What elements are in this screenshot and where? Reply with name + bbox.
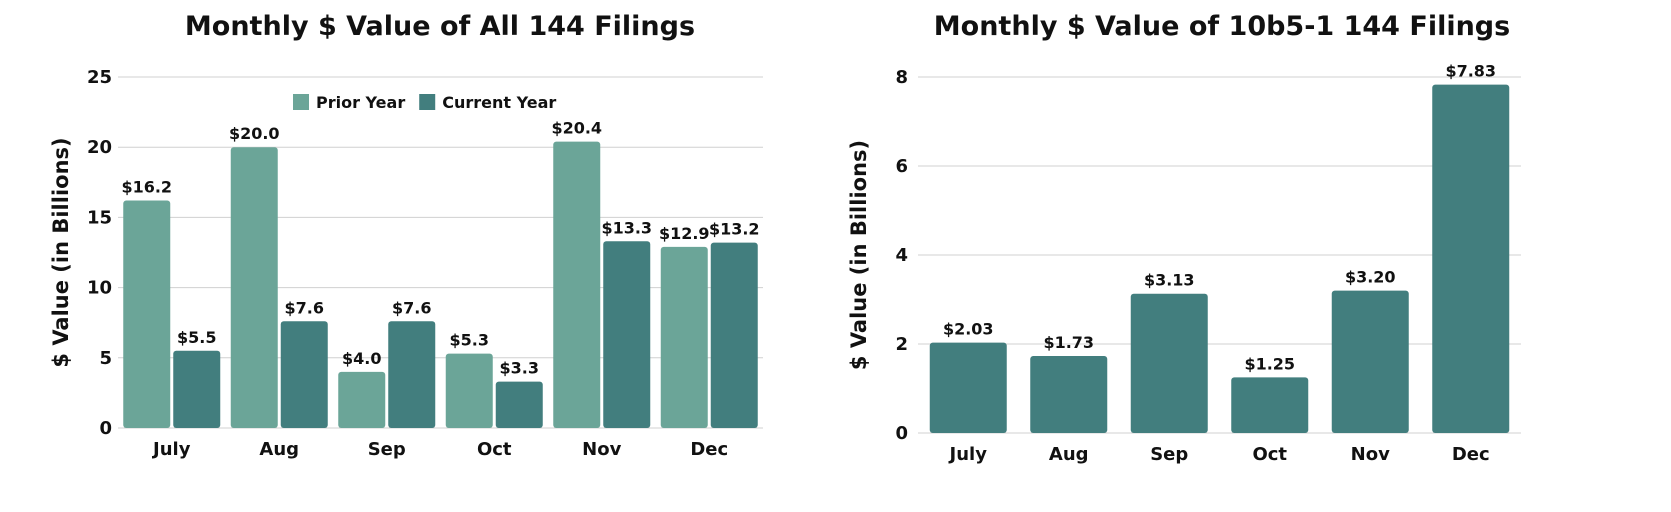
data-label: $3.13 (1144, 271, 1195, 290)
data-label: $16.2 (121, 178, 172, 197)
x-tick-label: Aug (1049, 444, 1089, 465)
data-label: $13.2 (709, 220, 760, 239)
y-tick-label: 10 (87, 278, 112, 299)
data-label: $13.3 (601, 218, 652, 237)
data-label: $7.6 (285, 298, 324, 317)
chart-title: Monthly $ Value of All 144 Filings (185, 11, 695, 42)
legend-swatch (293, 94, 309, 110)
y-tick-label: 8 (895, 67, 908, 88)
x-tick-label: July (948, 444, 988, 465)
y-tick-label: 4 (895, 245, 908, 266)
x-tick-label: Nov (1351, 444, 1390, 465)
y-axis-label: $ Value (in Billions) (49, 137, 73, 367)
legend-label: Current Year (442, 93, 556, 112)
legend-label: Prior Year (316, 93, 405, 112)
legend-swatch (419, 94, 436, 110)
y-tick-label: 6 (895, 156, 908, 177)
x-tick-label: Dec (690, 439, 728, 460)
x-tick-label: Dec (1452, 444, 1490, 465)
bar (388, 321, 436, 428)
x-tick-label: Sep (368, 439, 406, 460)
data-label: $3.20 (1345, 268, 1396, 287)
bar (1231, 377, 1309, 433)
y-tick-label: 0 (895, 423, 908, 444)
bar (1030, 356, 1108, 433)
bar (1432, 84, 1510, 433)
x-tick-label: Oct (1252, 444, 1287, 465)
data-label: $1.73 (1043, 333, 1094, 352)
data-label: $20.0 (229, 124, 280, 143)
bar (123, 200, 171, 428)
data-label: $4.0 (342, 349, 381, 368)
data-label: $3.3 (500, 359, 539, 378)
y-tick-label: 25 (87, 67, 112, 88)
bar (710, 242, 758, 428)
x-tick-label: July (151, 439, 191, 460)
data-label: $12.9 (659, 224, 710, 243)
10b5-1-filings-chart: Monthly $ Value of 10b5-1 144 Filings $ V… (847, 11, 1521, 465)
x-tick-label: Oct (477, 439, 512, 460)
y-tick-label: 5 (99, 348, 112, 369)
bar (603, 241, 651, 428)
data-label: $2.03 (943, 320, 994, 339)
bar (553, 141, 601, 429)
data-label: $5.3 (450, 331, 489, 350)
bar (495, 381, 543, 428)
data-label: $5.5 (177, 328, 216, 347)
bar (660, 246, 708, 428)
bar (230, 147, 278, 428)
bar (1331, 290, 1409, 433)
data-label: $7.6 (392, 298, 431, 317)
y-tick-label: 0 (99, 418, 112, 439)
x-tick-label: Sep (1150, 444, 1188, 465)
y-tick-label: 15 (87, 207, 112, 228)
bar (1130, 293, 1208, 433)
bar (929, 342, 1007, 433)
bar (338, 371, 386, 428)
data-label: $20.4 (551, 119, 602, 138)
x-tick-label: Aug (259, 439, 299, 460)
bar (445, 353, 493, 428)
data-label: $1.25 (1244, 354, 1295, 373)
y-tick-label: 20 (87, 137, 112, 158)
all-filings-chart: Monthly $ Value of All 144 Filings $ Valu… (49, 11, 763, 460)
bar (173, 350, 221, 428)
x-tick-label: Nov (582, 439, 621, 460)
data-label: $7.83 (1445, 62, 1496, 81)
bar (280, 321, 328, 428)
y-axis-label: $ Value (in Billions) (847, 140, 871, 370)
y-tick-label: 2 (895, 334, 908, 355)
chart-title: Monthly $ Value of 10b5-1 144 Filings (934, 11, 1510, 42)
